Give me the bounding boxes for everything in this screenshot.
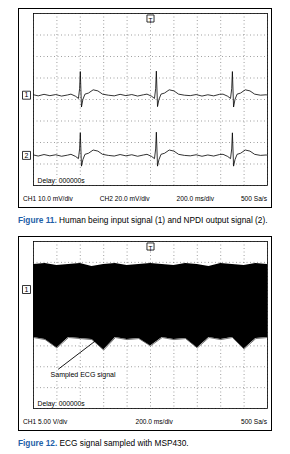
svg-text:T: T bbox=[149, 17, 153, 24]
html-text:Figure 11. Human being input s: Figure 11. Human being input signal (1) … bbox=[18, 215, 268, 225]
svg-text:2: 2 bbox=[25, 152, 29, 159]
svg-text:Delay: 000000s: Delay: 000000s bbox=[38, 400, 86, 408]
svg-text:Sampled ECG signal: Sampled ECG signal bbox=[51, 371, 116, 379]
svg-text:1: 1 bbox=[25, 286, 29, 293]
svg-text:1: 1 bbox=[25, 91, 29, 98]
html-text:200.0 ms/div: 200.0 ms/div bbox=[176, 194, 214, 202]
html-text:CH1 10.0 mV/div: CH1 10.0 mV/div bbox=[23, 194, 73, 202]
html-text:200.0 ms/div: 200.0 ms/div bbox=[135, 417, 173, 425]
html-text:500 Sa/s: 500 Sa/s bbox=[240, 194, 267, 202]
svg-text:Delay: 000000s: Delay: 000000s bbox=[38, 177, 86, 185]
html-text:CH2 20.0 mV/div: CH2 20.0 mV/div bbox=[99, 194, 150, 202]
html-text:Figure 12. ECG signal sampled: Figure 12. ECG signal sampled with MSP43… bbox=[18, 438, 189, 448]
html-text:500 Sa/s: 500 Sa/s bbox=[241, 417, 267, 425]
html-text:CH1 5.00 V/div: CH1 5.00 V/div bbox=[23, 417, 68, 425]
svg-text:T: T bbox=[149, 245, 153, 252]
